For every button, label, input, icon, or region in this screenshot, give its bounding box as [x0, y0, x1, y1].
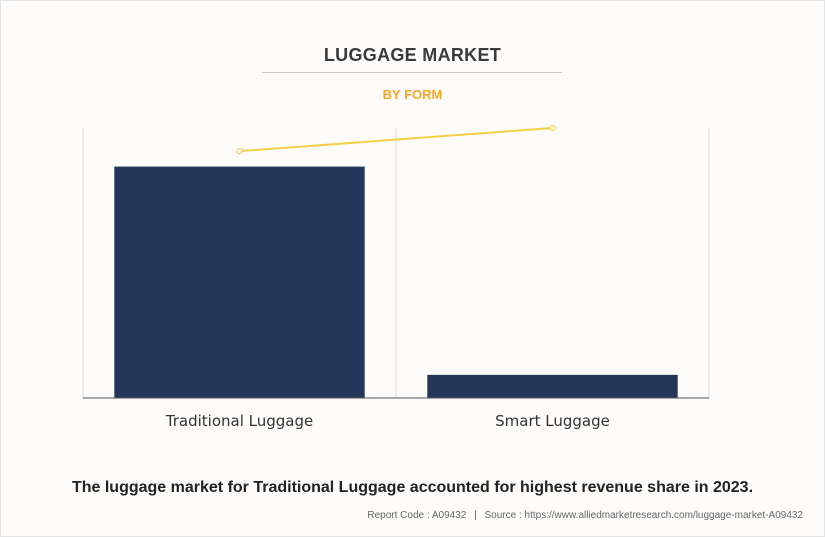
- footer-separator: |: [474, 510, 477, 521]
- x-tick-label: Traditional Luggage: [165, 412, 313, 430]
- x-tick-label: Smart Luggage: [495, 412, 610, 430]
- bar-smart-luggage: [427, 374, 678, 398]
- bar-traditional-luggage: [114, 166, 365, 398]
- trend-point: [549, 124, 556, 132]
- trend-point: [236, 148, 243, 155]
- report-code: Report Code : A09432: [367, 510, 467, 521]
- chart-caption: The luggage market for Traditional Lugga…: [71, 479, 754, 496]
- source-link[interactable]: Source : https://www.alliedmarketresearc…: [484, 510, 803, 521]
- chart-subtitle: BY FORM: [382, 87, 443, 102]
- title-divider: [262, 72, 562, 73]
- source-footer: Report Code : A09432 | Source : https://…: [367, 510, 803, 521]
- trend-line: [239, 127, 553, 153]
- chart-title: LUGGAGE MARKET: [323, 45, 502, 65]
